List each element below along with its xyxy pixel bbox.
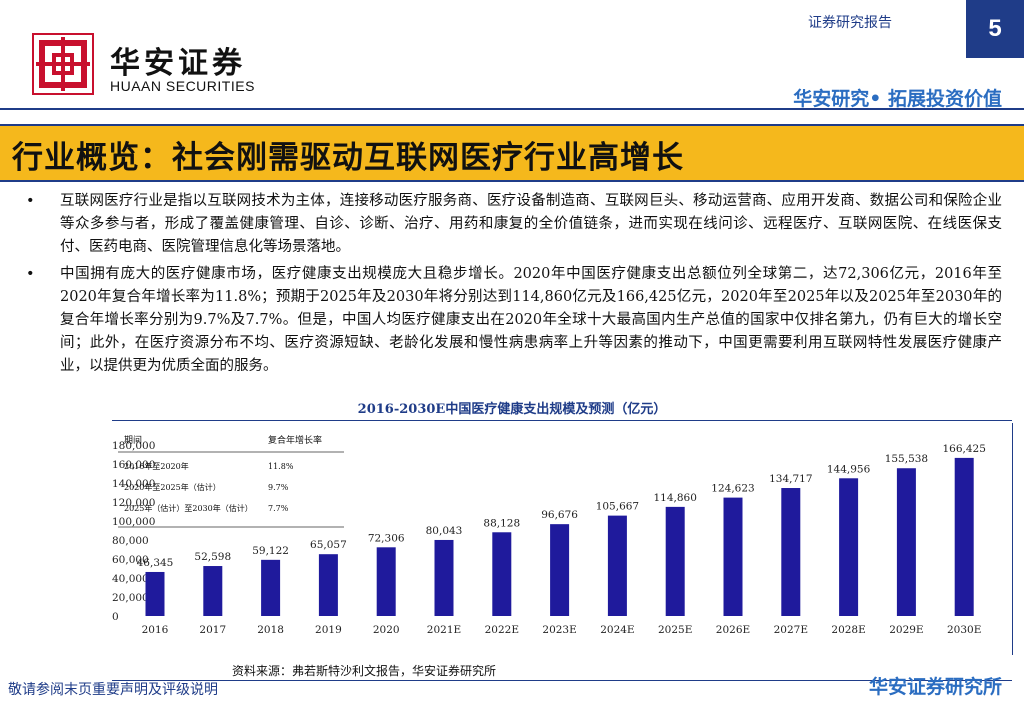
x-tick-label: 2020 bbox=[373, 624, 400, 636]
y-tick-label: 40,000 bbox=[112, 573, 149, 585]
x-tick-label: 2017 bbox=[199, 624, 226, 636]
bullet-text: 中国拥有庞大的医疗健康市场，医疗健康支出规模庞大且稳步增长。2020年中国医疗健… bbox=[60, 266, 1002, 374]
bar bbox=[896, 468, 916, 616]
cagr-table-header: 复合年增长率 bbox=[268, 434, 322, 446]
x-tick-label: 2023E bbox=[542, 624, 576, 636]
bar bbox=[261, 559, 281, 616]
brand-name-cn: 华安证券 bbox=[110, 46, 246, 81]
cagr-table-period: 2020年至2025年（估计） bbox=[124, 482, 221, 492]
bar-value-label: 155,538 bbox=[885, 453, 928, 465]
bullet-text: 互联网医疗行业是指以互联网技术为主体，连接移动医疗服务商、医疗设备制造商、互联网… bbox=[60, 193, 1002, 255]
bullet-item: • 互联网医疗行业是指以互联网技术为主体，连接移动医疗服务商、医疗设备制造商、互… bbox=[26, 190, 1002, 259]
bar bbox=[954, 457, 974, 616]
x-tick-label: 2026E bbox=[716, 624, 750, 636]
chart-source: 资料来源：弗若斯特沙利文报告，华安证券研究所 bbox=[232, 664, 497, 678]
bullet-marker: • bbox=[26, 266, 35, 282]
bar-value-label: 80,043 bbox=[426, 525, 463, 537]
bar bbox=[550, 524, 570, 616]
bar-value-label: 46,345 bbox=[137, 557, 174, 569]
bar-value-label: 96,676 bbox=[541, 509, 578, 521]
y-tick-label: 20,000 bbox=[112, 592, 149, 604]
bar bbox=[665, 506, 685, 616]
bar bbox=[492, 532, 512, 616]
bar bbox=[839, 478, 859, 616]
x-tick-label: 2022E bbox=[485, 624, 519, 636]
chart-title: 2016-2030E中国医疗健康支出规模及预测（亿元） bbox=[357, 402, 667, 417]
bullet-marker: • bbox=[26, 193, 35, 209]
source-divider bbox=[112, 680, 1012, 681]
cagr-table-rate: 11.8% bbox=[268, 462, 294, 471]
y-tick-label: 100,000 bbox=[112, 516, 155, 528]
y-tick-label: 180,000 bbox=[112, 440, 155, 452]
cagr-table-rate: 7.7% bbox=[268, 504, 289, 513]
chart-frame: 0 20,000 40,000 60,000 80,000 100,000 120,000 1… bbox=[112, 423, 1013, 655]
bar-value-label: 105,667 bbox=[596, 501, 639, 513]
title-bar: 行业概览：社会刚需驱动互联网医疗行业高增长 bbox=[0, 124, 1024, 182]
y-tick-label: 60,000 bbox=[112, 554, 149, 566]
bar bbox=[376, 547, 396, 616]
header-divider bbox=[0, 108, 1024, 110]
bar-value-label: 114,860 bbox=[653, 492, 696, 504]
brand-name-en: HUAAN SECURITIES bbox=[110, 78, 255, 94]
x-tick-label: 2016 bbox=[142, 624, 169, 636]
x-tick-label: 2030E bbox=[947, 624, 981, 636]
bar-value-label: 124,623 bbox=[711, 483, 754, 495]
report-type-label: 证券研究报告 bbox=[808, 15, 892, 31]
y-tick-label: 80,000 bbox=[112, 535, 149, 547]
chart-title-divider bbox=[112, 420, 1012, 421]
bar-value-label: 166,425 bbox=[942, 443, 985, 455]
x-tick-label: 2024E bbox=[600, 624, 634, 636]
x-tick-label: 2029E bbox=[889, 624, 923, 636]
y-tick-label: 120,000 bbox=[112, 497, 155, 509]
cagr-table-period: 2025年（估计）至2030年（估计） bbox=[124, 503, 253, 513]
bar-value-label: 65,057 bbox=[310, 539, 347, 551]
y-tick-label: 160,000 bbox=[112, 459, 155, 471]
bar-value-label: 88,128 bbox=[483, 517, 520, 529]
x-tick-label: 2018 bbox=[257, 624, 284, 636]
disclaimer-note[interactable]: 敬请参阅末页重要声明及评级说明 bbox=[8, 682, 218, 698]
x-tick-label: 2021E bbox=[427, 624, 461, 636]
bullet-item: • 中国拥有庞大的医疗健康市场，医疗健康支出规模庞大且稳步增长。2020年中国医… bbox=[26, 263, 1002, 378]
bar-value-label: 144,956 bbox=[827, 463, 871, 475]
bar bbox=[607, 515, 627, 616]
bar-value-label: 52,598 bbox=[194, 551, 231, 563]
page-title: 行业概览：社会刚需驱动互联网医疗行业高增长 bbox=[12, 140, 684, 176]
bar bbox=[145, 571, 165, 616]
bar bbox=[723, 497, 743, 616]
cagr-table-period: 2016年至2020年 bbox=[124, 461, 189, 471]
cagr-table-rate: 9.7% bbox=[268, 483, 289, 492]
y-tick-label: 0 bbox=[112, 611, 119, 623]
bar bbox=[203, 566, 223, 616]
x-tick-label: 2027E bbox=[774, 624, 808, 636]
x-tick-label: 2019 bbox=[315, 624, 342, 636]
bar bbox=[318, 554, 338, 616]
footer-brand: 华安证券研究所 bbox=[868, 676, 1002, 698]
huaan-logo-icon bbox=[32, 33, 94, 95]
bar-value-label: 134,717 bbox=[769, 473, 812, 485]
header-slogan: 华安研究• 拓展投资价值 bbox=[793, 88, 1002, 110]
x-tick-label: 2028E bbox=[831, 624, 865, 636]
bar-value-label: 59,122 bbox=[252, 545, 289, 557]
bullet-list: • 互联网医疗行业是指以互联网技术为主体，连接移动医疗服务商、医疗设备制造商、互… bbox=[26, 190, 1002, 382]
y-tick-label: 140,000 bbox=[112, 478, 155, 490]
health-expenditure-bar-chart: 0 20,000 40,000 60,000 80,000 100,000 120,000 1… bbox=[112, 434, 986, 636]
page-number: 5 bbox=[966, 0, 1024, 58]
cagr-table-header: 期间 bbox=[124, 434, 142, 446]
x-tick-label: 2025E bbox=[658, 624, 692, 636]
bar bbox=[781, 488, 801, 616]
bar bbox=[434, 539, 454, 616]
bar-value-label: 72,306 bbox=[368, 532, 405, 544]
